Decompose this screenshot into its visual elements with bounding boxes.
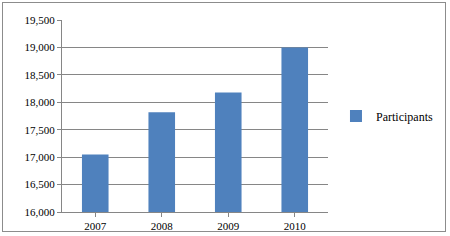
svg-text:2010: 2010 (284, 220, 307, 232)
svg-text:17,500: 17,500 (25, 124, 56, 136)
svg-text:18,500: 18,500 (25, 69, 56, 81)
svg-text:17,000: 17,000 (25, 151, 56, 163)
svg-text:Participants: Participants (376, 110, 433, 124)
svg-text:2009: 2009 (217, 220, 240, 232)
svg-text:18,000: 18,000 (25, 96, 56, 108)
svg-text:2008: 2008 (151, 220, 174, 232)
svg-text:16,000: 16,000 (25, 206, 56, 218)
svg-text:19,500: 19,500 (25, 14, 56, 26)
svg-text:2007: 2007 (84, 220, 107, 232)
svg-text:19,000: 19,000 (25, 41, 56, 53)
svg-text:16,500: 16,500 (25, 178, 56, 190)
